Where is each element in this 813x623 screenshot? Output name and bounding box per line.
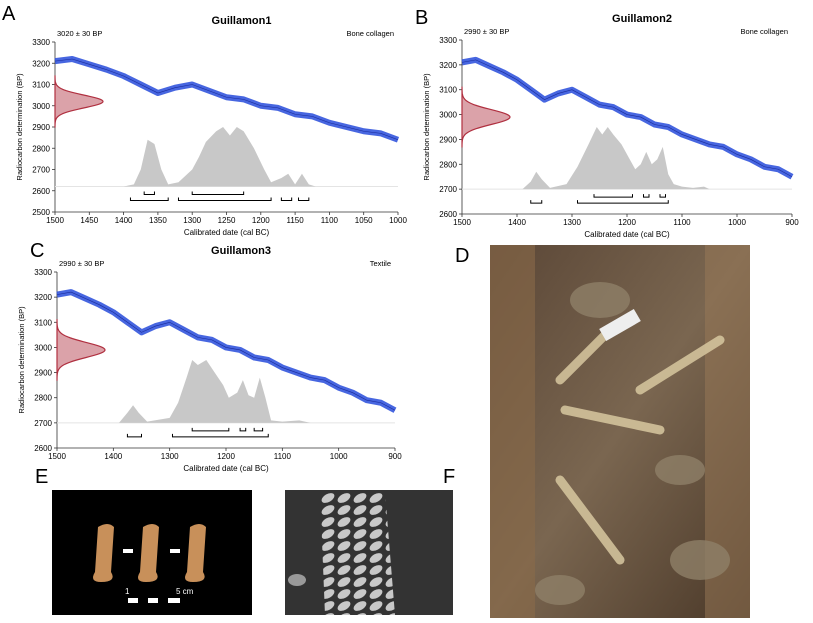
y-tick-label: 3000 bbox=[439, 111, 457, 120]
probability-area bbox=[124, 127, 316, 187]
range-bracket bbox=[531, 200, 542, 203]
y-axis-label: Radiocarbon determination (BP) bbox=[17, 306, 26, 414]
y-tick-label: 3300 bbox=[32, 38, 50, 47]
x-tick-label: 1100 bbox=[274, 452, 292, 461]
x-tick-label: 1400 bbox=[508, 218, 526, 227]
x-tick-label: 1150 bbox=[286, 216, 304, 225]
x-tick-label: 1050 bbox=[355, 216, 373, 225]
panel-label: E bbox=[35, 466, 48, 488]
x-tick-label: 1500 bbox=[453, 218, 471, 227]
y-tick-label: 3100 bbox=[34, 318, 52, 327]
x-tick-label: 1350 bbox=[149, 216, 167, 225]
range-bracket bbox=[254, 428, 262, 431]
date-label: 3020 ± 30 BP bbox=[57, 29, 102, 38]
x-tick-label: 1200 bbox=[217, 452, 235, 461]
y-tick-label: 2700 bbox=[32, 166, 50, 175]
figure: A B C D E F 1 5 cm Guillamon1 3020 ± 30 BP Bone co… bbox=[0, 0, 813, 618]
chart-title: Guillamon2 bbox=[612, 13, 672, 25]
range-bracket bbox=[594, 194, 633, 197]
range-bracket bbox=[644, 194, 650, 197]
panel-label: F bbox=[443, 466, 455, 488]
x-axis-label: Calibrated date (cal BC) bbox=[184, 228, 270, 237]
x-axis-label: Calibrated date (cal BC) bbox=[183, 464, 269, 473]
range-bracket bbox=[660, 194, 666, 197]
x-tick-label: 1400 bbox=[115, 216, 133, 225]
range-bracket bbox=[578, 200, 669, 203]
panel-label: B bbox=[415, 7, 428, 29]
panel-label: A bbox=[2, 3, 16, 25]
y-tick-label: 2800 bbox=[439, 160, 457, 169]
y-tick-label: 3200 bbox=[32, 59, 50, 68]
determination bbox=[462, 87, 510, 147]
y-tick-label: 3300 bbox=[439, 36, 457, 45]
range-bracket bbox=[192, 428, 229, 431]
x-tick-label: 1300 bbox=[183, 216, 201, 225]
x-tick-label: 1200 bbox=[618, 218, 636, 227]
y-tick-label: 2700 bbox=[439, 185, 457, 194]
x-tick-label: 1500 bbox=[46, 216, 64, 225]
x-tick-label: 1500 bbox=[48, 452, 66, 461]
x-tick-label: 1100 bbox=[673, 218, 691, 227]
x-tick-label: 900 bbox=[785, 218, 799, 227]
y-tick-label: 2800 bbox=[32, 144, 50, 153]
y-tick-label: 2600 bbox=[32, 187, 50, 196]
calibration-curve bbox=[55, 59, 398, 140]
y-tick-label: 2900 bbox=[439, 135, 457, 144]
scale-start: 1 bbox=[125, 587, 130, 596]
scale-end: 5 cm bbox=[176, 587, 194, 596]
y-tick-label: 2800 bbox=[34, 394, 52, 403]
determination bbox=[55, 76, 103, 127]
y-tick-label: 3200 bbox=[439, 61, 457, 70]
range-bracket bbox=[192, 192, 243, 195]
y-tick-label: 3100 bbox=[439, 86, 457, 95]
x-tick-label: 1300 bbox=[563, 218, 581, 227]
sample-label: Bone collagen bbox=[346, 29, 394, 38]
y-axis-label: Radiocarbon determination (BP) bbox=[422, 73, 431, 181]
x-tick-label: 900 bbox=[388, 452, 402, 461]
y-tick-label: 3000 bbox=[32, 102, 50, 111]
y-tick-label: 2900 bbox=[32, 123, 50, 132]
y-axis-label: Radiocarbon determination (BP) bbox=[15, 73, 24, 181]
range-bracket bbox=[281, 198, 291, 201]
y-tick-label: 3300 bbox=[34, 268, 52, 277]
photo-f bbox=[285, 490, 453, 615]
y-tick-label: 2700 bbox=[34, 419, 52, 428]
range-bracket bbox=[127, 434, 141, 437]
date-label: 2990 ± 30 BP bbox=[464, 27, 509, 36]
x-tick-label: 1000 bbox=[330, 452, 348, 461]
y-tick-label: 2900 bbox=[34, 369, 52, 378]
x-tick-label: 1450 bbox=[80, 216, 98, 225]
x-tick-label: 1200 bbox=[252, 216, 270, 225]
range-bracket bbox=[130, 198, 168, 201]
x-tick-label: 1000 bbox=[389, 216, 407, 225]
date-label: 2990 ± 30 BP bbox=[59, 259, 104, 268]
range-bracket bbox=[144, 192, 154, 195]
panel-label: C bbox=[30, 240, 44, 262]
range-bracket bbox=[299, 198, 309, 201]
chart-title: Guillamon1 bbox=[212, 15, 272, 27]
photo-d bbox=[490, 245, 750, 618]
x-tick-label: 1300 bbox=[161, 452, 179, 461]
x-tick-label: 1000 bbox=[728, 218, 746, 227]
range-bracket bbox=[240, 428, 246, 431]
y-tick-label: 3200 bbox=[34, 293, 52, 302]
range-bracket bbox=[172, 434, 268, 437]
determination bbox=[57, 320, 105, 380]
x-axis-label: Calibrated date (cal BC) bbox=[584, 230, 670, 239]
panel-label: D bbox=[455, 245, 469, 267]
photo-e bbox=[52, 490, 252, 615]
chart-title: Guillamon3 bbox=[211, 245, 271, 257]
y-tick-label: 3000 bbox=[34, 343, 52, 352]
x-tick-label: 1250 bbox=[218, 216, 236, 225]
sample-label: Bone collagen bbox=[740, 27, 788, 36]
y-tick-label: 3100 bbox=[32, 81, 50, 90]
range-bracket bbox=[178, 198, 271, 201]
x-tick-label: 1400 bbox=[104, 452, 122, 461]
x-tick-label: 1100 bbox=[321, 216, 339, 225]
sample-label: Textile bbox=[370, 259, 391, 268]
